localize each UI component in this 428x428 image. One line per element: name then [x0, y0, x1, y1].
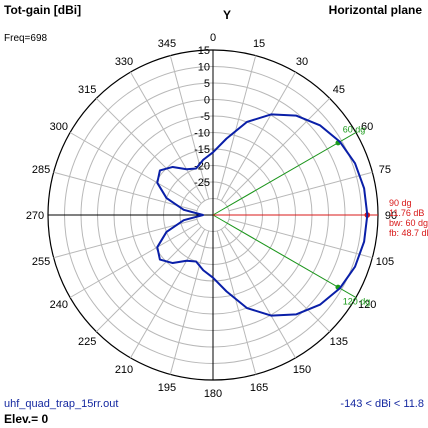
angle-label: 240 — [50, 299, 68, 311]
grid-spoke — [220, 229, 296, 359]
beamwidth-label: 120 dg — [343, 297, 371, 307]
grid-spoke — [220, 71, 296, 201]
radial-label: -15 — [194, 144, 210, 156]
file-label: uhf_quad_trap_15rr.out — [4, 398, 119, 410]
grid-spoke — [53, 218, 198, 259]
angle-label: 285 — [32, 164, 50, 176]
elevation-label: Elev.= 0 — [4, 412, 49, 426]
radial-label: 0 — [204, 95, 210, 107]
peak-annotation: 90 dg — [389, 198, 412, 208]
peak-annotation: fb: 48.7 dB — [389, 228, 428, 238]
angle-label: 165 — [250, 382, 268, 394]
angle-label: 270 — [26, 210, 44, 222]
angle-label: 315 — [78, 84, 96, 96]
radial-label: -20 — [194, 161, 210, 173]
radial-label: 5 — [204, 78, 210, 90]
grid-spoke — [95, 226, 202, 333]
angle-label: 0 — [210, 32, 216, 44]
angle-label: 330 — [115, 56, 133, 68]
grid-spoke — [169, 55, 210, 200]
angle-label: 90 — [385, 210, 397, 222]
frequency-label: Freq=698 — [4, 33, 48, 44]
angle-label: 15 — [253, 38, 265, 50]
grid-spoke — [228, 171, 373, 212]
angle-label: 195 — [158, 382, 176, 394]
angle-label: 45 — [333, 84, 345, 96]
grid-spoke — [69, 222, 199, 298]
grid-spoke — [216, 55, 257, 200]
chart-title: Tot-gain [dBi] — [4, 3, 82, 17]
grid-spoke — [95, 97, 202, 204]
radial-label: -5 — [200, 111, 210, 123]
radial-label: -25 — [194, 177, 210, 189]
grid-spoke — [130, 229, 206, 359]
y-axis-letter: Y — [223, 8, 231, 22]
angle-label: 345 — [158, 38, 176, 50]
beamwidth-line — [212, 214, 357, 298]
grid-spoke — [69, 132, 199, 208]
peak-annotation: bw: 60 dg — [389, 218, 428, 228]
grid-spoke — [224, 226, 331, 333]
grid-spoke — [169, 230, 210, 375]
angle-label: 210 — [115, 364, 133, 376]
angle-label: 255 — [32, 256, 50, 268]
angle-label: 225 — [78, 336, 96, 348]
plane-title: Horizontal plane — [328, 3, 422, 17]
gain-pattern-curve — [156, 113, 369, 317]
grid-spoke — [53, 171, 198, 212]
angle-label: 300 — [50, 121, 68, 133]
angle-label: 135 — [330, 336, 348, 348]
angle-label: 60 — [361, 121, 373, 133]
angle-label: 105 — [376, 256, 394, 268]
grid-spoke — [228, 218, 373, 259]
angle-label: 30 — [296, 56, 308, 68]
radial-label: 15 — [198, 45, 210, 57]
angle-label: 75 — [379, 164, 391, 176]
range-label: -143 < dBi < 11.8 — [340, 398, 424, 410]
grid-spoke — [224, 97, 331, 204]
angle-label: 150 — [293, 364, 311, 376]
peak-annotation: 11.76 dB — [389, 208, 424, 218]
beamwidth-label: 60 dg — [343, 125, 366, 135]
grid-spoke — [130, 71, 206, 201]
angle-label: 120 — [358, 299, 376, 311]
radial-label: -10 — [194, 128, 210, 140]
beamwidth-line — [212, 132, 357, 216]
radial-label: 10 — [198, 62, 210, 74]
grid-spoke — [216, 230, 257, 375]
angle-label: 180 — [204, 388, 222, 400]
